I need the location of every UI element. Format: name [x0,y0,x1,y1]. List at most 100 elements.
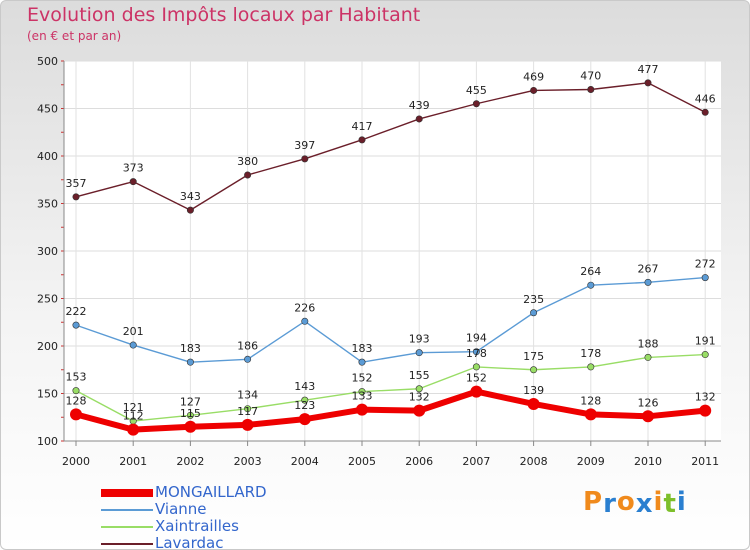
data-label: 186 [237,339,258,352]
data-point [644,353,652,361]
data-label: 470 [580,70,601,83]
data-point [129,341,137,349]
data-label: 134 [237,389,258,402]
y-tick-label: 500 [37,55,58,68]
data-point [413,404,426,417]
chart-title: Evolution des Impôts locaux par Habitant [27,4,421,26]
legend-swatch [101,526,153,528]
data-point [472,363,480,371]
data-label: 455 [466,84,487,97]
data-point [530,309,538,317]
data-point [642,410,654,423]
series-line-xaintrailles [75,353,706,422]
data-label: 380 [237,155,258,168]
data-point [530,366,538,374]
legend-swatch [101,509,153,511]
data-point [129,178,137,186]
data-point [527,397,540,410]
data-label: 175 [523,350,544,363]
data-label: 139 [523,384,544,397]
data-label: 178 [466,347,487,360]
data-point [470,385,483,398]
legend-label: Xaintrailles [155,517,239,535]
y-tick-label: 450 [37,103,58,116]
data-label: 373 [123,162,144,175]
data-point [701,274,709,282]
data-point [644,79,652,87]
data-label: 469 [523,70,544,83]
data-point [530,86,538,94]
data-point [244,171,252,179]
data-label: 121 [123,401,144,414]
data-label: 183 [352,342,373,355]
data-point [70,408,82,421]
data-label: 343 [180,190,201,203]
data-label: 477 [638,63,659,76]
data-label: 183 [180,342,201,355]
data-label: 126 [638,396,659,409]
data-label: 264 [580,265,601,278]
data-point [472,348,480,356]
data-point [298,413,311,426]
data-point [301,155,309,163]
y-tick-label: 400 [37,150,58,163]
data-label: 397 [294,139,315,152]
data-label: 272 [695,258,716,271]
series-line-lavardac [75,82,706,211]
data-point [358,388,366,396]
data-point [301,396,309,404]
data-point [587,281,595,289]
data-point [701,108,709,116]
legend-label: Lavardac [155,534,224,550]
data-point [72,193,80,201]
y-tick-label: 300 [37,245,58,258]
data-point [584,408,597,421]
y-tick-label: 350 [37,198,58,211]
data-label: 117 [237,405,258,418]
x-tick-label: 2003 [234,455,262,468]
data-label: 153 [66,371,87,384]
data-point [699,404,712,417]
data-point [415,115,423,123]
data-label: 267 [638,262,659,275]
data-label: 143 [294,380,315,393]
y-tick-label: 150 [37,388,58,401]
data-label: 201 [123,325,144,338]
data-label: 178 [580,347,601,360]
data-point [241,418,254,431]
data-label: 112 [123,410,144,423]
data-label: 222 [66,305,87,318]
chart-subtitle: (en € et par an) [27,29,122,43]
data-label: 155 [409,369,430,382]
legend-swatch [101,543,153,545]
data-label: 115 [180,407,201,420]
legend-swatch [101,489,153,497]
data-point [244,355,252,363]
x-tick-label: 2008 [520,455,548,468]
data-label: 152 [466,372,487,385]
data-label: 194 [466,332,487,345]
data-label: 191 [695,335,716,348]
y-tick-label: 100 [37,435,58,448]
legend-label: MONGAILLARD [155,483,267,501]
x-tick-label: 2009 [577,455,605,468]
series-line-mongaillard [75,388,706,433]
data-point [587,363,595,371]
x-tick-label: 2005 [348,455,376,468]
data-point [186,358,194,366]
data-label: 123 [294,399,315,412]
proxiti-logo: Proxiti [583,487,687,519]
legend-label: Vianne [155,500,207,518]
data-label: 193 [409,333,430,346]
data-label: 446 [695,92,716,105]
data-point [415,385,423,393]
data-point [472,100,480,108]
data-point [127,423,140,436]
data-point [72,387,80,395]
data-point [415,349,423,357]
x-tick-label: 2006 [405,455,433,468]
y-tick-label: 200 [37,340,58,353]
data-point [701,351,709,359]
